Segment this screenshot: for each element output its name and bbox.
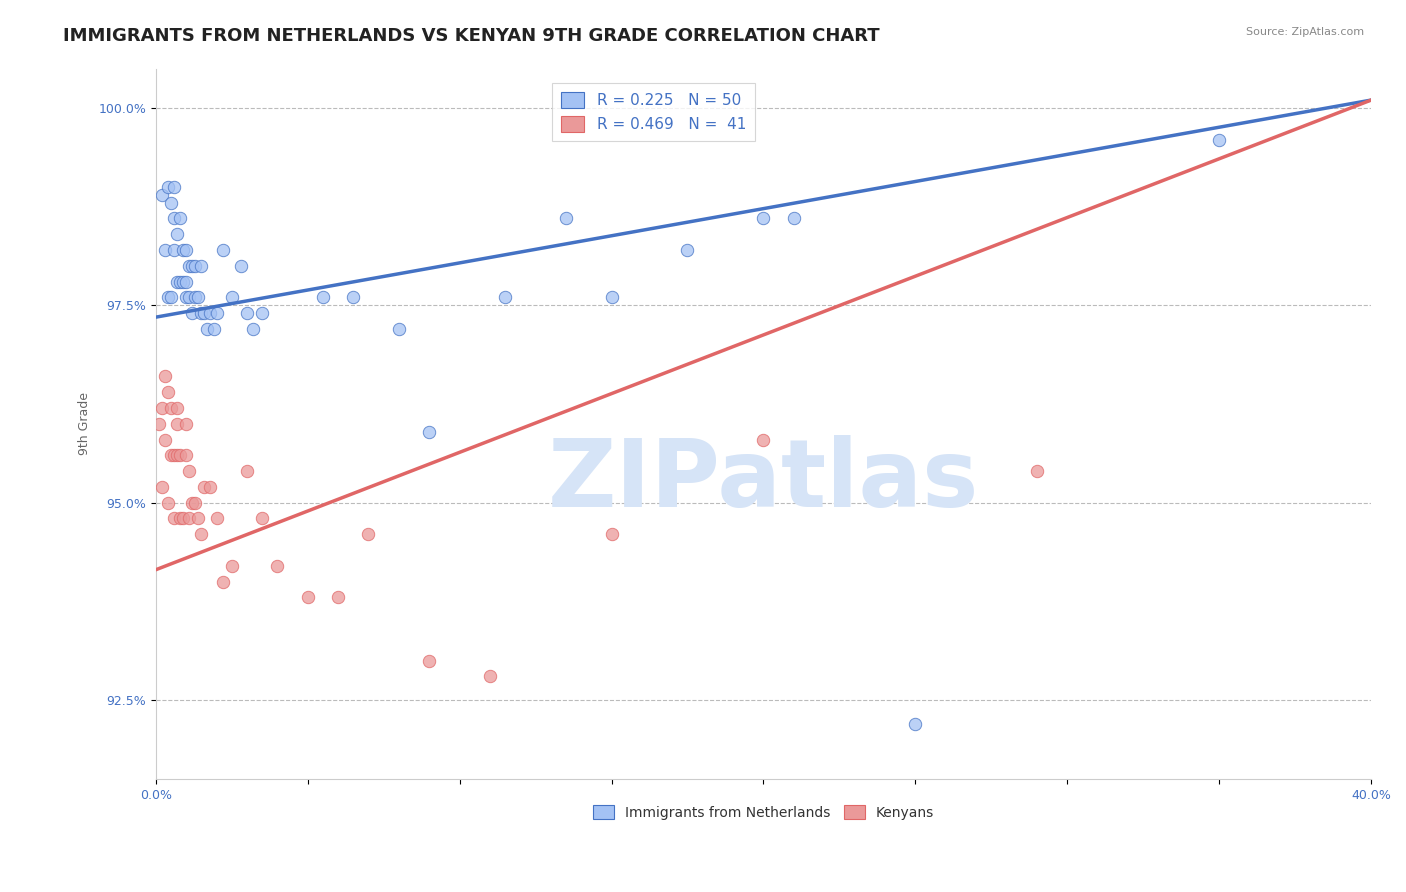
Point xyxy=(179,511,201,525)
Point xyxy=(184,259,207,273)
Point xyxy=(187,511,209,525)
Point xyxy=(174,448,197,462)
Point xyxy=(600,290,623,304)
Point xyxy=(326,591,349,605)
Point xyxy=(169,511,191,525)
Point xyxy=(160,195,183,210)
Point xyxy=(190,259,212,273)
Point xyxy=(202,322,225,336)
Point xyxy=(752,433,775,447)
Point xyxy=(221,290,243,304)
Point xyxy=(153,433,176,447)
Point xyxy=(179,464,201,478)
Point xyxy=(783,211,806,226)
Point xyxy=(172,511,194,525)
Point xyxy=(174,243,197,257)
Point xyxy=(184,290,207,304)
Point xyxy=(166,448,188,462)
Point xyxy=(676,243,699,257)
Point xyxy=(181,306,204,320)
Point xyxy=(174,275,197,289)
Point xyxy=(200,480,222,494)
Point xyxy=(153,369,176,384)
Point xyxy=(153,243,176,257)
Text: IMMIGRANTS FROM NETHERLANDS VS KENYAN 9TH GRADE CORRELATION CHART: IMMIGRANTS FROM NETHERLANDS VS KENYAN 9T… xyxy=(63,27,880,45)
Point xyxy=(156,180,179,194)
Point xyxy=(190,527,212,541)
Point xyxy=(150,187,173,202)
Text: ZIPatlas: ZIPatlas xyxy=(548,434,979,526)
Point xyxy=(156,385,179,400)
Point xyxy=(555,211,578,226)
Point xyxy=(163,180,186,194)
Point xyxy=(148,417,170,431)
Point xyxy=(172,243,194,257)
Point xyxy=(1025,464,1047,478)
Point xyxy=(494,290,516,304)
Point xyxy=(166,417,188,431)
Point xyxy=(163,211,186,226)
Point xyxy=(205,306,228,320)
Point xyxy=(160,290,183,304)
Point xyxy=(160,401,183,415)
Point xyxy=(150,480,173,494)
Point xyxy=(752,211,775,226)
Y-axis label: 9th Grade: 9th Grade xyxy=(79,392,91,455)
Point xyxy=(166,227,188,242)
Point xyxy=(600,527,623,541)
Point xyxy=(205,511,228,525)
Legend: Immigrants from Netherlands, Kenyans: Immigrants from Netherlands, Kenyans xyxy=(588,799,939,825)
Point xyxy=(184,496,207,510)
Point xyxy=(418,425,440,439)
Point xyxy=(166,401,188,415)
Point xyxy=(1208,132,1230,146)
Point xyxy=(479,669,502,683)
Point xyxy=(266,558,288,573)
Point xyxy=(236,306,259,320)
Point xyxy=(174,417,197,431)
Point xyxy=(242,322,264,336)
Point xyxy=(388,322,411,336)
Point xyxy=(187,290,209,304)
Point xyxy=(904,716,927,731)
Point xyxy=(211,574,233,589)
Point xyxy=(193,480,215,494)
Point xyxy=(156,290,179,304)
Point xyxy=(342,290,364,304)
Point xyxy=(169,211,191,226)
Point xyxy=(181,259,204,273)
Point xyxy=(179,290,201,304)
Point xyxy=(250,306,273,320)
Point xyxy=(190,306,212,320)
Text: Source: ZipAtlas.com: Source: ZipAtlas.com xyxy=(1246,27,1364,37)
Point xyxy=(193,306,215,320)
Point xyxy=(172,275,194,289)
Point xyxy=(181,496,204,510)
Point xyxy=(166,275,188,289)
Point xyxy=(221,558,243,573)
Point xyxy=(163,243,186,257)
Point xyxy=(174,290,197,304)
Point xyxy=(160,448,183,462)
Point xyxy=(236,464,259,478)
Point xyxy=(200,306,222,320)
Point xyxy=(229,259,252,273)
Point xyxy=(156,496,179,510)
Point xyxy=(169,275,191,289)
Point xyxy=(179,259,201,273)
Point xyxy=(197,322,219,336)
Point xyxy=(312,290,335,304)
Point xyxy=(169,448,191,462)
Point xyxy=(163,448,186,462)
Point xyxy=(357,527,380,541)
Point xyxy=(150,401,173,415)
Point xyxy=(250,511,273,525)
Point xyxy=(163,511,186,525)
Point xyxy=(418,653,440,667)
Point xyxy=(297,591,319,605)
Point xyxy=(211,243,233,257)
